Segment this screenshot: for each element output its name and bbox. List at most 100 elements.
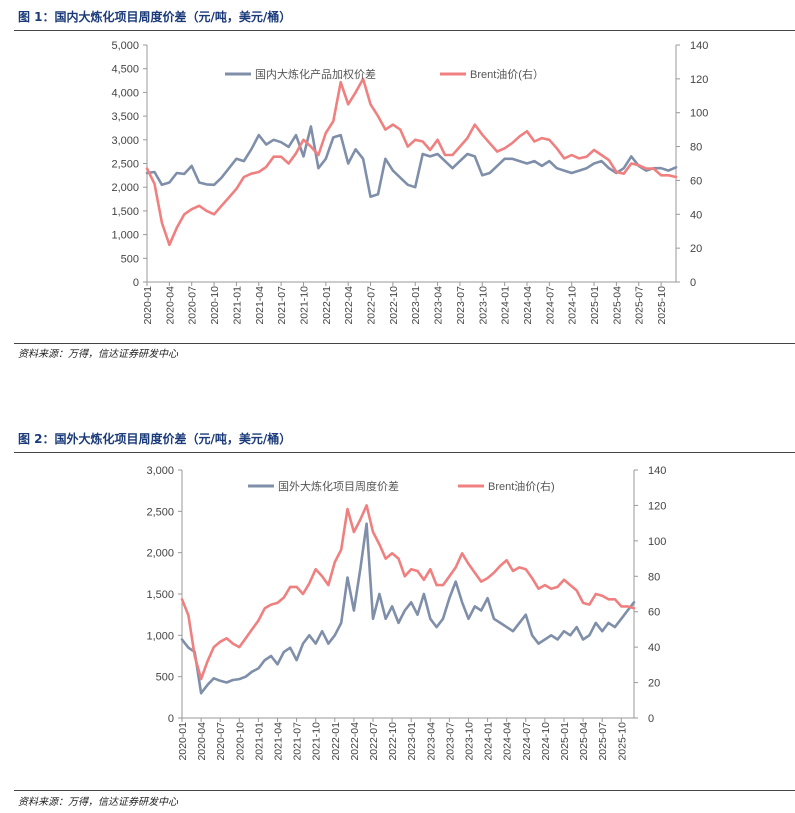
x-tick-label: 2020-04: [196, 722, 208, 761]
y-tick-label: 1,500: [146, 589, 174, 601]
x-tick-label: 2021-01: [231, 286, 243, 325]
legend-label-0: 国内大炼化产品加权价差: [255, 67, 376, 81]
x-tick-label: 2024-10: [540, 722, 552, 761]
figure-2-source: 资料来源：万得，信达证券研发中心: [18, 797, 178, 808]
y2-tick-label: 100: [690, 108, 708, 120]
figure-2-title: 图 2：国外大炼化项目周度价差（元/吨，美元/桶）: [18, 432, 292, 446]
legend-label-1: Brent油价(右）: [470, 67, 544, 81]
y-tick-label: 3,000: [146, 465, 174, 477]
x-tick-label: 2023-01: [406, 722, 418, 761]
y-tick-label: 4,000: [111, 87, 139, 99]
figure-1-bottom-rule: [14, 343, 795, 344]
x-tick-label: 2023-01: [410, 286, 422, 325]
x-tick-label: 2024-07: [521, 722, 533, 761]
legend-label-0: 国外大炼化项目周度价差: [278, 479, 399, 493]
y-tick-label: 1,000: [146, 630, 174, 642]
y-tick-label: 2,500: [146, 506, 174, 518]
figure-1-title: 图 1：国内大炼化项目周度价差（元/吨，美元/桶）: [18, 10, 292, 24]
y-tick-label: 500: [156, 672, 174, 684]
y2-tick-label: 0: [690, 277, 696, 289]
x-tick-label: 2025-07: [634, 286, 646, 325]
figure-1-source: 资料来源：万得，信达证券研发中心: [18, 349, 178, 360]
y2-tick-label: 40: [648, 642, 660, 654]
x-tick-label: 2023-10: [463, 722, 475, 761]
x-tick-label: 2022-04: [349, 722, 361, 761]
x-tick-label: 2022-01: [330, 722, 342, 761]
x-tick-label: 2022-04: [343, 286, 355, 325]
x-tick-label: 2025-07: [597, 722, 609, 761]
x-tick-label: 2021-04: [254, 286, 266, 325]
x-tick-label: 2020-01: [142, 286, 154, 325]
y2-tick-label: 140: [648, 465, 666, 477]
y2-tick-label: 60: [648, 607, 660, 619]
figure-1-top-rule: [14, 30, 795, 31]
y-tick-label: 2,500: [111, 159, 139, 171]
figure-2-bottom-rule: [14, 790, 795, 791]
y-tick-label: 0: [168, 713, 174, 725]
x-tick-label: 2025-10: [616, 722, 628, 761]
x-tick-label: 2023-04: [425, 722, 437, 761]
y2-tick-label: 80: [690, 142, 702, 154]
x-tick-label: 2024-01: [500, 286, 512, 325]
y2-tick-label: 80: [648, 571, 660, 583]
x-tick-label: 2021-10: [298, 286, 310, 325]
y2-tick-label: 20: [648, 678, 660, 690]
x-tick-label: 2024-01: [483, 722, 495, 761]
y2-tick-label: 120: [690, 74, 708, 86]
x-tick-label: 2025-01: [559, 722, 571, 761]
x-tick-label: 2021-07: [292, 722, 304, 761]
series-line-1: [180, 504, 636, 681]
x-tick-label: 2024-10: [567, 286, 579, 325]
x-tick-label: 2020-04: [164, 286, 176, 325]
y-tick-label: 2,000: [111, 182, 139, 194]
x-tick-label: 2023-04: [433, 286, 445, 325]
x-tick-label: 2021-04: [272, 722, 284, 761]
series-line-0: [145, 125, 678, 198]
x-tick-label: 2024-04: [522, 286, 534, 325]
x-tick-label: 2022-07: [366, 286, 378, 325]
x-tick-label: 2022-10: [387, 722, 399, 761]
y2-tick-label: 140: [690, 40, 708, 52]
y-tick-label: 5,000: [111, 40, 139, 52]
x-tick-label: 2020-07: [187, 286, 199, 325]
series-line-1: [145, 77, 678, 247]
y2-tick-label: 100: [648, 536, 666, 548]
y2-tick-label: 0: [648, 713, 654, 725]
y-tick-label: 2,000: [146, 548, 174, 560]
x-tick-label: 2020-07: [215, 722, 227, 761]
x-tick-label: 2025-04: [611, 286, 623, 325]
y-tick-label: 1,500: [111, 206, 139, 218]
y-tick-label: 4,500: [111, 64, 139, 76]
x-tick-label: 2024-04: [502, 722, 514, 761]
x-tick-label: 2023-10: [477, 286, 489, 325]
x-tick-label: 2021-07: [276, 286, 288, 325]
chart-1: 0 500 1,000 1,500 2,000 2,500 3,000 3,500 4,000 4…: [111, 40, 708, 325]
figure-2-top-rule: [14, 452, 795, 453]
y-tick-label: 0: [133, 277, 139, 289]
y2-tick-label: 120: [648, 500, 666, 512]
x-tick-label: 2020-10: [234, 722, 246, 761]
series-line-0: [180, 522, 636, 695]
x-tick-label: 2025-01: [589, 286, 601, 325]
y-tick-label: 3,000: [111, 135, 139, 147]
y2-tick-label: 60: [690, 175, 702, 187]
x-tick-label: 2020-10: [209, 286, 221, 325]
x-tick-label: 2023-07: [444, 722, 456, 761]
y-tick-label: 500: [121, 253, 139, 265]
x-tick-label: 2020-01: [177, 722, 189, 761]
y2-tick-label: 20: [690, 243, 702, 255]
y-tick-label: 3,500: [111, 111, 139, 123]
y-tick-label: 1,000: [111, 230, 139, 242]
x-tick-label: 2021-01: [253, 722, 265, 761]
x-tick-label: 2022-07: [368, 722, 380, 761]
x-tick-label: 2023-07: [455, 286, 467, 325]
x-tick-label: 2021-10: [311, 722, 323, 761]
legend-label-1: Brent油价(右): [488, 479, 555, 493]
x-tick-label: 2022-01: [321, 286, 333, 325]
x-tick-label: 2022-10: [388, 286, 400, 325]
x-tick-label: 2025-04: [578, 722, 590, 761]
y2-tick-label: 40: [690, 209, 702, 221]
x-tick-label: 2025-10: [656, 286, 668, 325]
x-tick-label: 2024-07: [544, 286, 556, 325]
